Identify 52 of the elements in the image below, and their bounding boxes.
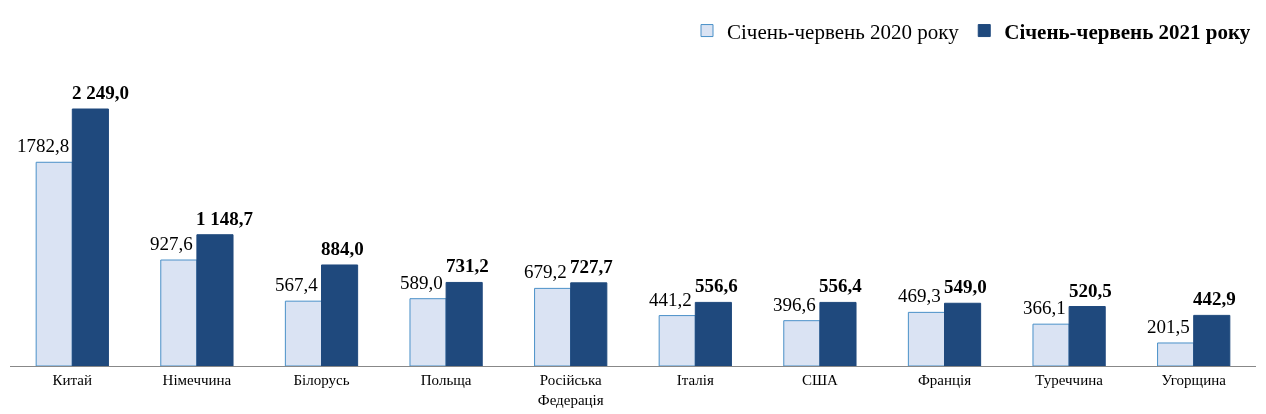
x-tick-label: Китай xyxy=(52,372,93,388)
data-label: 679,2 xyxy=(524,261,567,282)
data-label: 1782,8 xyxy=(17,135,70,156)
x-tick-label: Італія xyxy=(676,372,714,388)
x-tick-label: Угорщина xyxy=(1161,372,1227,388)
legend-label: Січень-червень 2021 року xyxy=(1004,19,1251,44)
data-label: 589,0 xyxy=(400,272,443,293)
x-tick-label: Франція xyxy=(917,372,972,388)
bar xyxy=(1068,306,1106,366)
data-label: 441,2 xyxy=(649,289,692,310)
data-label: 1 148,7 xyxy=(196,208,254,229)
bar xyxy=(783,320,821,366)
data-label: 567,4 xyxy=(275,274,319,295)
data-label: 520,5 xyxy=(1069,280,1112,301)
bar xyxy=(284,300,322,366)
data-label: 927,6 xyxy=(150,233,193,254)
bar xyxy=(570,282,608,366)
data-label: 884,0 xyxy=(321,238,364,259)
data-label: 556,4 xyxy=(819,275,863,296)
x-tick-label: Польща xyxy=(420,372,472,388)
bar xyxy=(944,302,982,366)
legend-label: Січень-червень 2020 року xyxy=(727,19,960,44)
data-label: 556,6 xyxy=(695,275,738,296)
bar xyxy=(321,264,359,366)
bar xyxy=(35,161,73,366)
data-label: 469,3 xyxy=(898,285,941,306)
x-tick-label: Російська Федерація xyxy=(537,372,604,408)
x-tick-label: Туреччина xyxy=(1035,372,1104,388)
bar xyxy=(534,287,572,366)
data-label: 727,7 xyxy=(570,256,614,277)
data-label: 442,9 xyxy=(1193,288,1236,309)
data-label: 2 249,0 xyxy=(72,82,129,103)
bar xyxy=(409,298,447,366)
data-label: 201,5 xyxy=(1147,316,1190,337)
bar xyxy=(819,301,857,366)
data-label: 366,1 xyxy=(1023,297,1066,318)
data-label: 731,2 xyxy=(446,255,489,276)
data-label: 549,0 xyxy=(944,276,987,297)
x-tick-label: Німеччина xyxy=(162,372,232,388)
bar xyxy=(658,315,696,366)
bar xyxy=(1157,342,1195,366)
bar xyxy=(907,311,945,366)
bar xyxy=(1193,314,1231,366)
x-tick-label: США xyxy=(801,372,839,388)
data-label: 396,6 xyxy=(773,294,816,315)
bar xyxy=(71,108,109,366)
bar xyxy=(445,281,483,366)
bar xyxy=(1032,323,1070,366)
bar xyxy=(160,259,198,366)
x-tick-label: Білорусь xyxy=(293,372,350,388)
bar xyxy=(694,301,732,366)
bar xyxy=(196,234,234,366)
